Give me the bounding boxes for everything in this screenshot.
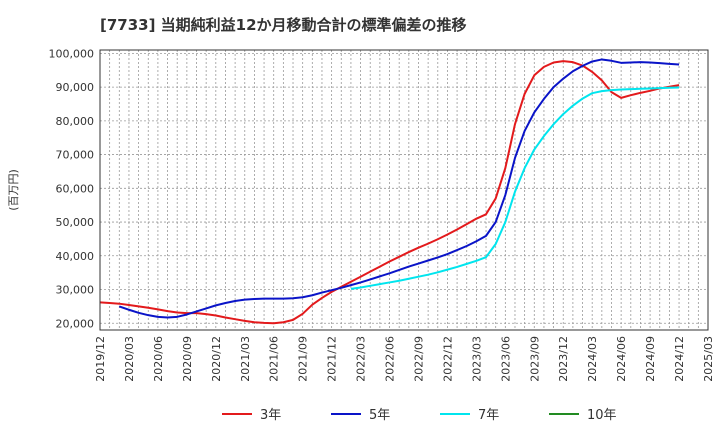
x-tick-label: 2024/12 [673,336,686,382]
x-tick-label: 2021/09 [297,336,310,382]
x-tick-label: 2024/06 [615,336,628,382]
x-tick-label: 2019/12 [94,336,107,382]
x-tick-label: 2024/09 [644,336,657,382]
x-tick-label: 2025/03 [702,336,715,382]
y-axis: 20,000 30,000 40,000 50,000 60,000 70,000 80,0… [49,47,95,330]
x-tick-label: 2022/06 [384,336,397,382]
y-tick-label: 30,000 [56,284,95,297]
y-tick-label: 70,000 [56,149,95,162]
series-lines [99,58,680,325]
y-axis-label: (百万円) [7,169,20,211]
series-line-2 [118,58,680,319]
x-tick-label: 2021/03 [239,336,252,382]
plot-area-border [99,49,709,331]
x-tick-label: 2024/03 [586,336,599,382]
x-tick-label: 2022/12 [441,336,454,382]
grid [100,50,708,330]
x-tick-label: 2022/09 [412,336,425,382]
y-tick-label: 20,000 [56,317,95,330]
y-tick-label: 90,000 [56,81,95,94]
y-tick-label: 40,000 [56,250,95,263]
x-tick-label: 2021/06 [268,336,281,382]
y-tick-label: 100,000 [49,47,95,60]
x-tick-label: 2022/03 [355,336,368,382]
x-axis: 2019/12 2020/03 2020/06 2020/09 2020/12 2021/… [94,336,715,382]
x-tick-label: 2023/09 [528,336,541,382]
legend-label-4: 10年 [587,408,617,423]
chart-title: [7733] 当期純利益12か月移動合計の標準偏差の推移 [100,16,467,34]
x-tick-label: 2023/12 [557,336,570,382]
x-tick-label: 2020/03 [123,336,136,382]
legend-label-1: 3年 [260,408,281,423]
y-tick-label: 50,000 [56,216,95,229]
x-tick-label: 2020/06 [152,336,165,382]
x-tick-label: 2021/12 [326,336,339,382]
y-tick-label: 60,000 [56,182,95,195]
x-tick-label: 2023/06 [499,336,512,382]
x-tick-label: 2023/03 [470,336,483,382]
x-tick-label: 2020/09 [181,336,194,382]
legend-label-2: 5年 [369,408,390,423]
x-tick-label: 2020/12 [210,336,223,382]
legend-label-3: 7年 [478,408,499,423]
y-tick-label: 80,000 [56,115,95,128]
legend: 3年 5年 7年 10年 [222,408,617,423]
series-line-3 [350,86,680,290]
